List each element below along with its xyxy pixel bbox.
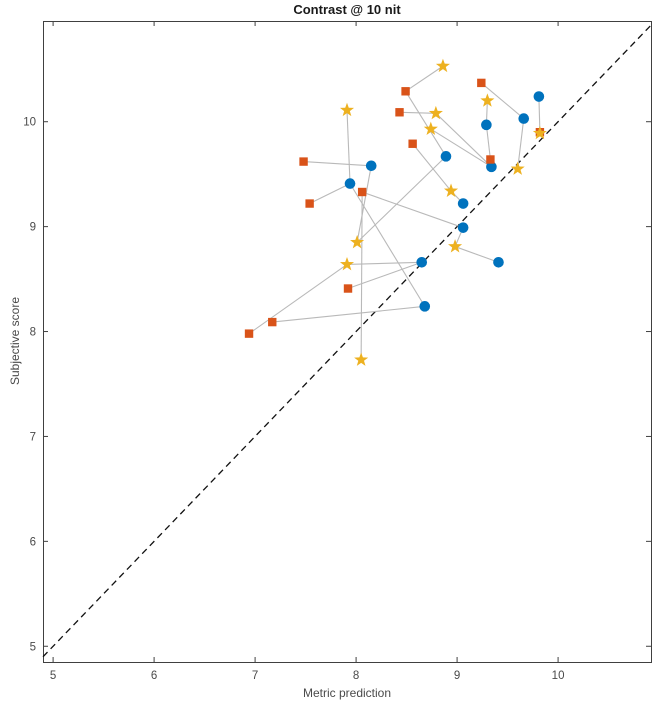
data-point-circle (344, 178, 356, 189)
data-point-circle (533, 91, 545, 102)
y-axis-label: Subjective score (8, 296, 22, 386)
data-point-square (299, 157, 308, 166)
y-tick-label: 6 (30, 536, 36, 548)
data-point-square (408, 139, 417, 148)
data-point-circle (419, 301, 431, 312)
connector-line (399, 111, 436, 114)
data-point-star (443, 183, 459, 197)
connector-line (517, 118, 525, 169)
data-point-star (350, 234, 365, 249)
data-point-square (343, 284, 353, 293)
plot-area-border (43, 21, 652, 663)
chart-title: Contrast @ 10 nit (293, 2, 401, 17)
data-point-star (448, 239, 463, 253)
connector-line (412, 143, 452, 192)
data-point-star (510, 161, 525, 175)
data-point-star (339, 256, 355, 271)
x-tick-label: 6 (151, 670, 157, 682)
data-point-circle (416, 256, 428, 268)
data-point-square (477, 78, 486, 88)
identity-line (42, 24, 652, 658)
data-point-circle (440, 151, 452, 162)
data-point-circle (486, 161, 497, 173)
connector-line (346, 261, 422, 265)
data-point-circle (365, 160, 377, 172)
connector-line (248, 263, 348, 335)
connector-line (346, 110, 351, 184)
data-point-star (532, 125, 547, 140)
x-tick-label: 9 (454, 670, 460, 682)
connector-line (405, 65, 444, 92)
x-tick-label: 10 (552, 670, 565, 682)
y-tick-label: 7 (30, 431, 36, 443)
connector-line (360, 191, 363, 360)
connector-line (309, 183, 351, 205)
connector-line (485, 124, 491, 160)
connector-line (435, 112, 492, 168)
data-point-circle (457, 198, 469, 209)
data-point-star (480, 93, 495, 107)
connector-line (480, 82, 525, 119)
x-tick-label: 8 (353, 670, 359, 682)
connector-line (347, 261, 422, 290)
x-tick-label: 5 (50, 670, 56, 682)
connector-line (356, 165, 372, 243)
data-point-square (401, 87, 410, 96)
data-point-star (354, 352, 369, 366)
data-point-square (244, 329, 254, 338)
connector-line (405, 90, 447, 157)
data-point-square (268, 317, 277, 327)
connector-line (356, 155, 447, 243)
y-tick-label: 8 (30, 327, 36, 339)
data-point-circle (518, 113, 530, 124)
y-tick-label: 9 (30, 222, 36, 234)
y-tick-label: 10 (23, 117, 36, 129)
x-axis-label: Metric prediction (302, 686, 392, 700)
connector-line (303, 161, 372, 167)
data-point-circle (493, 256, 504, 268)
y-tick-label: 5 (30, 641, 36, 653)
connector-line (349, 183, 426, 307)
connector-line (361, 191, 464, 229)
data-point-star (339, 102, 355, 117)
data-point-square (357, 187, 367, 197)
x-tick-label: 7 (252, 670, 258, 682)
data-point-circle (457, 222, 469, 233)
connector-line (430, 128, 492, 168)
data-point-square (395, 108, 404, 117)
connector-line (538, 96, 541, 133)
data-point-circle (481, 119, 492, 131)
data-point-square (486, 155, 495, 164)
connector-line (454, 246, 499, 263)
data-point-star (428, 105, 443, 120)
data-point-star (435, 58, 450, 73)
data-point-star (423, 121, 438, 136)
connector-line (272, 305, 425, 323)
data-point-square (305, 199, 314, 208)
